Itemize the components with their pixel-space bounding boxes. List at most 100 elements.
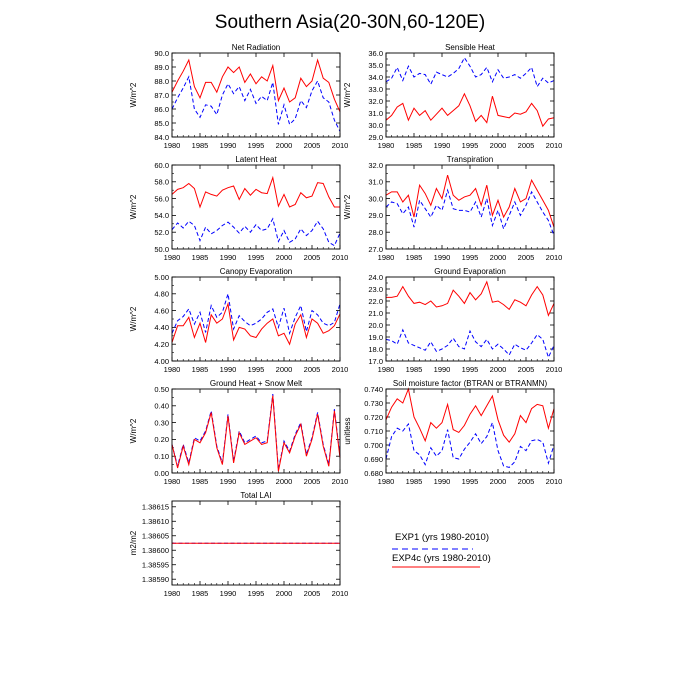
panel-net-radiation: Net Radiation W/m^2 1980 1985 1990 1995 2000 20… xyxy=(129,43,348,150)
x-tick-label: 1985 xyxy=(406,365,423,374)
y-tick-label: 1.38590 xyxy=(142,575,169,584)
x-tick-label: 2010 xyxy=(546,365,563,374)
series-line-exp4c xyxy=(171,301,341,346)
panel-total-lai: Total LAI m2/m2 1980 1985 1990 1995 2000 2005 20… xyxy=(129,491,348,598)
series-line-exp4c xyxy=(385,92,555,128)
x-tick-label: 2000 xyxy=(490,253,507,262)
panel-ground-heat-snow-melt: Ground Heat + Snow Melt W/m^2 1980 1985 1990… xyxy=(129,379,348,486)
x-tick-label: 2010 xyxy=(332,253,349,262)
x-tick-label: 2010 xyxy=(546,253,563,262)
y-tick-label: 86.0 xyxy=(154,105,169,114)
x-tick-label: 1980 xyxy=(378,365,395,374)
plot-frame xyxy=(385,388,555,474)
y-tick-label: 30.0 xyxy=(368,121,383,130)
x-tick-label: 1990 xyxy=(220,253,237,262)
y-tick-label: 50.0 xyxy=(154,245,169,254)
panel-title: Ground Heat + Snow Melt xyxy=(210,379,303,388)
y-axis-label: W/m^2 xyxy=(129,194,138,219)
y-tick-label: 20.0 xyxy=(368,321,383,330)
x-tick-label: 1985 xyxy=(406,477,423,486)
x-tick-label: 2000 xyxy=(276,253,293,262)
y-tick-label: 22.0 xyxy=(368,297,383,306)
series-line-exp1 xyxy=(385,56,555,88)
series-line-exp4c xyxy=(385,174,555,228)
x-tick-label: 1995 xyxy=(248,253,265,262)
x-tick-label: 2010 xyxy=(546,141,563,150)
panel-title: Soil moisture factor (BTRAN or BTRANMN) xyxy=(393,379,548,388)
x-tick-label: 1990 xyxy=(434,253,451,262)
x-tick-label: 1980 xyxy=(164,365,181,374)
x-tick-label: 1985 xyxy=(192,589,209,598)
y-tick-label: 0.30 xyxy=(154,418,169,427)
x-tick-label: 2000 xyxy=(276,141,293,150)
y-tick-label: 5.00 xyxy=(154,273,169,282)
plot-frame xyxy=(171,52,341,138)
x-tick-label: 2000 xyxy=(276,477,293,486)
legend-label-exp1: EXP1 (yrs 1980-2010) xyxy=(395,532,489,543)
x-tick-label: 1995 xyxy=(462,477,479,486)
x-tick-label: 2005 xyxy=(518,253,535,262)
x-tick-label: 1995 xyxy=(462,253,479,262)
panel-title: Sensible Heat xyxy=(445,43,496,52)
y-tick-label: 18.0 xyxy=(368,345,383,354)
y-tick-label: 1.38605 xyxy=(142,532,169,541)
x-tick-label: 1990 xyxy=(434,141,451,150)
series-line-exp1 xyxy=(171,293,341,336)
x-tick-label: 1990 xyxy=(220,589,237,598)
legend: EXP1 (yrs 1980-2010) EXP4c (yrs 1980-201… xyxy=(392,532,491,568)
x-tick-label: 2000 xyxy=(490,141,507,150)
x-tick-label: 1990 xyxy=(220,141,237,150)
y-tick-label: 89.0 xyxy=(154,63,169,72)
plot-frame xyxy=(171,276,341,362)
x-tick-label: 2005 xyxy=(518,365,535,374)
panel-title: Transpiration xyxy=(447,155,493,164)
x-tick-label: 2005 xyxy=(518,141,535,150)
y-tick-label: 0.700 xyxy=(364,441,383,450)
x-tick-label: 1980 xyxy=(164,589,181,598)
y-tick-label: 27.0 xyxy=(368,245,383,254)
y-tick-label: 32.0 xyxy=(368,161,383,170)
panel-title: Total LAI xyxy=(240,491,271,500)
series-line-exp4c xyxy=(171,58,341,113)
x-tick-label: 1985 xyxy=(192,141,209,150)
y-axis-label: W/m^2 xyxy=(129,82,138,107)
panel-sensible-heat: Sensible Heat W/m^2 1980 1985 1990 1995 2000 20… xyxy=(343,43,562,150)
x-tick-label: 1995 xyxy=(462,141,479,150)
x-tick-label: 2010 xyxy=(332,365,349,374)
y-tick-label: 21.0 xyxy=(368,309,383,318)
plot-frame xyxy=(385,164,555,250)
y-tick-label: 32.0 xyxy=(368,97,383,106)
y-tick-label: 0.50 xyxy=(154,385,169,394)
x-tick-label: 1985 xyxy=(192,253,209,262)
series-line-exp1 xyxy=(385,420,555,468)
y-tick-label: 0.20 xyxy=(154,435,169,444)
x-tick-label: 2000 xyxy=(490,477,507,486)
y-tick-label: 60.0 xyxy=(154,161,169,170)
panel-transpiration: Transpiration W/m^2 1980 1985 1990 1995 2000 20… xyxy=(343,155,562,262)
panels-group: Net Radiation W/m^2 1980 1985 1990 1995 2000 20… xyxy=(129,43,562,598)
x-tick-label: 1985 xyxy=(192,365,209,374)
y-axis-label: W/m^2 xyxy=(343,194,352,219)
series-line-exp1 xyxy=(171,217,341,247)
y-tick-label: 4.00 xyxy=(154,357,169,366)
plot-frame xyxy=(171,164,341,250)
series-line-exp1 xyxy=(171,75,341,132)
panel-title: Ground Evaporation xyxy=(434,267,506,276)
y-tick-label: 85.0 xyxy=(154,119,169,128)
figure-title: Southern Asia(20-30N,60-120E) xyxy=(215,12,485,33)
y-tick-label: 31.0 xyxy=(368,109,383,118)
x-tick-label: 2000 xyxy=(276,365,293,374)
y-tick-label: 29.0 xyxy=(368,133,383,142)
y-tick-label: 0.740 xyxy=(364,385,383,394)
y-tick-label: 31.0 xyxy=(368,178,383,187)
series-line-exp4c xyxy=(386,280,555,317)
x-tick-label: 2005 xyxy=(518,477,535,486)
x-tick-label: 2005 xyxy=(304,253,321,262)
panel-canopy-evaporation: Canopy Evaporation W/m^2 1980 1985 1990 1995 2… xyxy=(129,267,348,374)
y-tick-label: 0.730 xyxy=(364,399,383,408)
y-tick-label: 1.38595 xyxy=(142,561,169,570)
y-tick-label: 0.710 xyxy=(364,427,383,436)
x-tick-label: 1980 xyxy=(164,253,181,262)
x-tick-label: 1980 xyxy=(378,253,395,262)
series-line-exp4c xyxy=(171,175,340,209)
